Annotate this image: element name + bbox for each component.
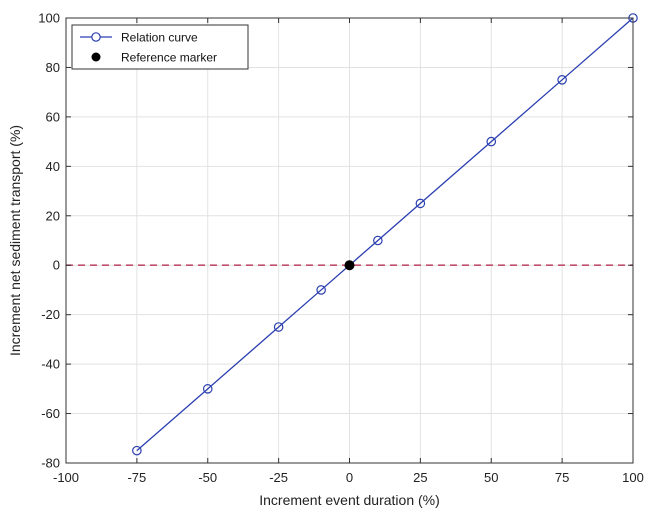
reference-marker-point [344,260,355,271]
x-tick-label: 50 [484,470,498,485]
legend-marker-reference [91,52,101,62]
relation-curve-point [202,384,213,394]
x-axis-label: Increment event duration (%) [259,492,440,508]
relation-curve-point [273,322,284,332]
legend: Relation curve Reference marker [71,24,249,70]
relation-curve-line [136,17,634,452]
y-tick-label: 60 [46,109,60,124]
relation-curve-point [132,445,142,456]
y-tick-label: 100 [38,11,60,26]
y-tick-label: 40 [46,159,60,174]
grid [66,18,633,463]
ticks: -100 -75 -50 -25 0 25 50 75 100 -80 -60 -40 -20 0 20 40… [38,11,644,486]
relation-curve-point [486,136,497,147]
y-tick-label: 80 [46,60,60,75]
y-tick-label: -60 [41,406,60,421]
x-tick-label: 75 [555,470,569,485]
x-tick-label: -50 [198,470,217,485]
y-tick-label: 0 [53,258,60,273]
x-tick-label: -25 [269,470,288,485]
series-layer [132,13,638,456]
y-axis-label: Increment net sediment transport (%) [7,125,23,356]
y-tick-label: -40 [41,357,60,372]
legend-box [71,24,249,70]
relation-curve-point [415,198,426,209]
y-tick-label: -20 [41,307,60,322]
y-tick-label: 20 [46,208,60,223]
relation-curve-point [557,75,567,85]
x-tick-label: 100 [622,470,644,485]
legend-label-relation-curve: Relation curve [121,31,198,45]
x-tick-label: 0 [346,470,353,485]
legend-marker-relation-curve [91,32,101,42]
x-tick-label: -75 [127,470,146,485]
x-tick-label: 25 [413,470,427,485]
x-tick-label: -100 [53,470,79,485]
relation-curve-point [373,235,383,246]
relation-curve-point [316,285,326,295]
legend-label-reference-marker: Reference marker [121,51,217,65]
y-tick-label: -80 [41,456,60,471]
